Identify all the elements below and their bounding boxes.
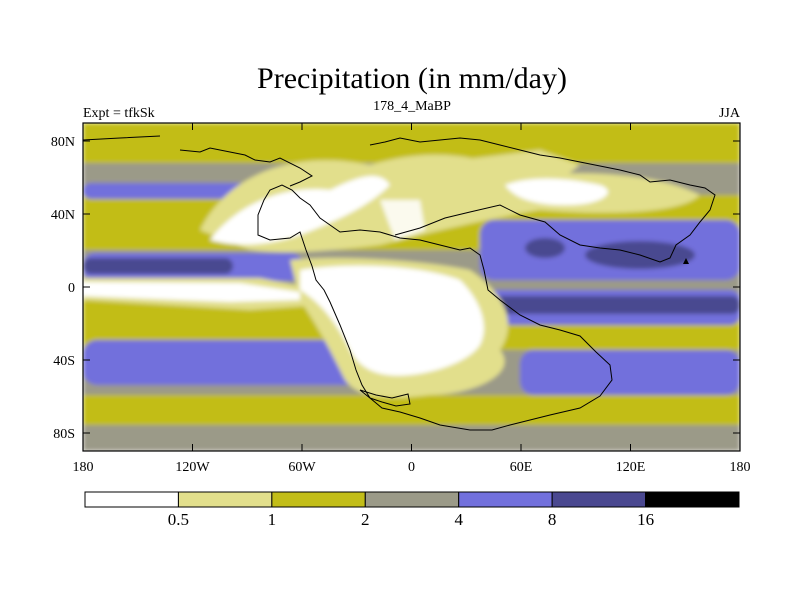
y-tick-80s: 80S	[53, 427, 75, 442]
age-label: 178_4_MaBP	[373, 99, 451, 114]
map-title: Precipitation (in mm/day)	[257, 62, 567, 95]
x-tick-120w: 120W	[175, 460, 210, 475]
colorbar-swatch	[271, 491, 366, 508]
colorbar-level-label: 2	[361, 510, 370, 529]
colorbar-swatch	[551, 491, 647, 508]
y-tick-40s: 40S	[53, 354, 75, 369]
colorbar-swatch	[645, 491, 740, 508]
y-tick-0: 0	[68, 281, 75, 296]
colorbar-level-label: 4	[454, 510, 463, 529]
colorbar: 0.5 1 2 4 8 16	[84, 491, 740, 529]
colorbar-swatch	[458, 491, 553, 508]
colorbar-level-label: 16	[637, 510, 654, 529]
x-tick-60e: 60E	[510, 460, 533, 475]
y-tick-80n: 80N	[51, 135, 75, 150]
x-tick-180e: 180	[730, 460, 751, 475]
season-label: JJA	[719, 106, 741, 121]
x-tick-0: 0	[408, 460, 415, 475]
colorbar-level-label: 0.5	[168, 510, 189, 529]
colorbar-swatch	[364, 491, 460, 508]
axis-ticks	[82, 123, 741, 451]
colorbar-swatch	[84, 491, 179, 508]
coastlines	[83, 135, 716, 431]
colorbar-level-label: 8	[548, 510, 557, 529]
marker-triangle	[683, 258, 689, 264]
precipitation-field	[83, 123, 740, 451]
y-tick-40n: 40N	[51, 208, 75, 223]
x-tick-180w: 180	[73, 460, 94, 475]
colorbar-level-label: 1	[268, 510, 277, 529]
colorbar-swatch	[177, 491, 273, 508]
x-tick-120e: 120E	[616, 460, 646, 475]
experiment-label: Expt = tfkSk	[83, 106, 155, 121]
x-tick-60w: 60W	[288, 460, 316, 475]
